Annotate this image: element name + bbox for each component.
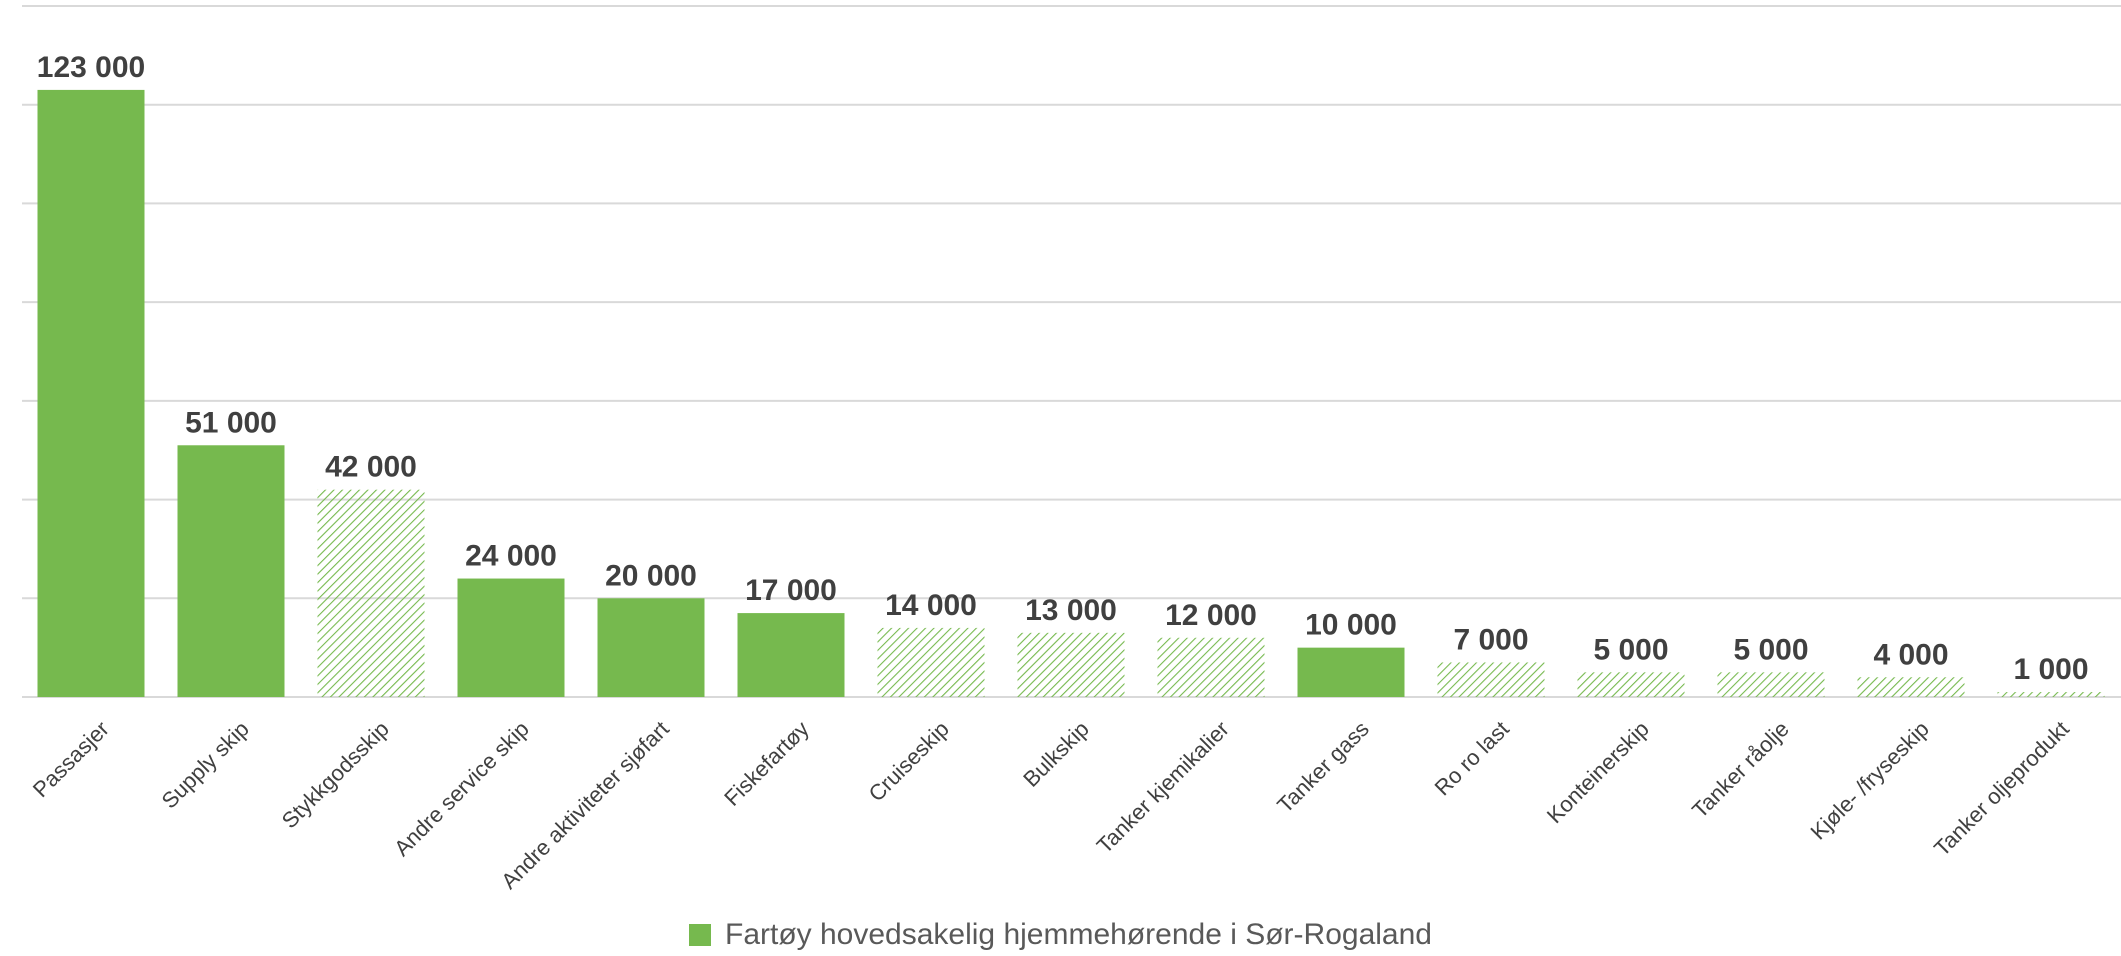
data-label: 24 000 xyxy=(465,540,557,573)
bar-tanker-gass xyxy=(1297,647,1405,697)
bar-ro-ro-last xyxy=(1437,662,1545,697)
data-label: 12 000 xyxy=(1165,599,1257,632)
category-label: Tanker oljeprodukt xyxy=(1929,716,2074,861)
bar-konteinerskip xyxy=(1577,672,1685,697)
data-label: 4 000 xyxy=(1873,638,1948,671)
bar-andre-aktiviteter-sjøfart xyxy=(597,598,705,697)
bar-passasjer xyxy=(37,89,145,697)
category-label: Stykkgodsskip xyxy=(277,716,394,833)
data-label: 14 000 xyxy=(885,589,977,622)
bar-bulkskip xyxy=(1017,632,1125,697)
data-label: 20 000 xyxy=(605,559,697,592)
bars xyxy=(37,89,2105,697)
legend-swatch xyxy=(689,924,711,946)
data-label: 51 000 xyxy=(185,406,277,439)
bar-supply-skip xyxy=(177,445,285,697)
bar-cruiseskip xyxy=(877,627,985,697)
category-label: Tanker kjemikalier xyxy=(1092,716,1234,858)
category-label: Bulkskip xyxy=(1018,716,1094,792)
bar-tanker-oljeprodukt xyxy=(1997,692,2105,697)
category-label: Konteinerskip xyxy=(1542,716,1654,828)
data-label: 7 000 xyxy=(1453,623,1528,656)
data-label: 42 000 xyxy=(325,451,417,484)
category-label: Supply skip xyxy=(157,716,254,813)
bar-tanker-kjemikalier xyxy=(1157,637,1265,697)
category-label: Cruiseskip xyxy=(864,716,954,806)
legend-entry: Fartøy hovedsakelig hjemmehørende i Sør-… xyxy=(725,918,1432,951)
data-label: 17 000 xyxy=(745,574,837,607)
data-label: 13 000 xyxy=(1025,594,1117,627)
data-label: 1 000 xyxy=(2013,653,2088,686)
bar-kjøle-fryseskip xyxy=(1857,677,1965,697)
bar-tanker-råolje xyxy=(1717,672,1825,697)
data-label: 10 000 xyxy=(1305,609,1397,642)
category-label: Ro ro last xyxy=(1430,716,1514,800)
data-labels: 123 000 51 000 42 000 24 000 20 000 17 000 14 … xyxy=(37,51,2089,686)
bar-andre-service-skip xyxy=(457,578,565,697)
bar-fiskefartøy xyxy=(737,613,845,697)
data-label: 5 000 xyxy=(1733,633,1808,666)
category-label: Andre service skip xyxy=(389,716,534,861)
category-label: Kjøle- /fryseskip xyxy=(1806,716,1934,844)
data-label: 123 000 xyxy=(37,51,145,84)
category-label: Tanker råolje xyxy=(1687,716,1794,823)
bar-stykkgodsskip xyxy=(317,489,425,697)
category-label: Fiskefartøy xyxy=(719,716,814,811)
category-label: Tanker gass xyxy=(1272,716,1374,818)
legend: Fartøy hovedsakelig hjemmehørende i Sør-… xyxy=(0,918,2121,952)
data-label: 5 000 xyxy=(1593,633,1668,666)
category-label: Passasjer xyxy=(28,716,114,802)
